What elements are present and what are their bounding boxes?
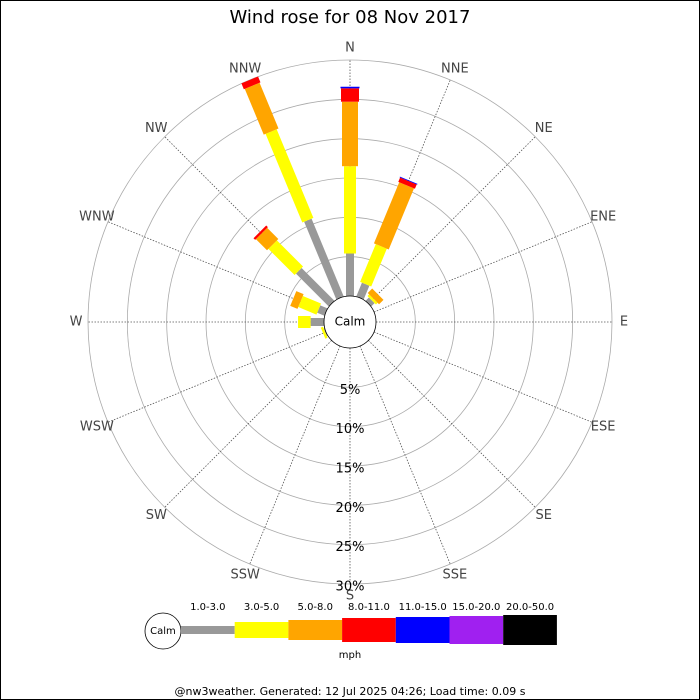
ring-label: 25%	[336, 540, 365, 555]
legend-label: 1.0-3.0	[190, 602, 225, 613]
spoke	[368, 136, 536, 304]
chart-title: Wind rose for 08 Nov 2017	[230, 7, 471, 28]
legend-swatch	[234, 622, 289, 638]
ring-label: 20%	[336, 501, 365, 516]
legend-swatch	[503, 615, 557, 645]
bar-segment	[373, 182, 415, 250]
legend-swatch	[395, 617, 450, 643]
bar-segment	[304, 218, 344, 300]
direction-label: N	[345, 41, 355, 56]
direction-label: SE	[536, 508, 552, 523]
spoke	[359, 345, 451, 565]
bar-segment	[341, 88, 359, 102]
direction-bars	[356, 176, 418, 300]
spoke	[107, 221, 327, 313]
legend-label: 5.0-8.0	[298, 602, 333, 613]
bar-segment	[346, 253, 354, 296]
direction-bars	[253, 225, 335, 307]
direction-label: SW	[146, 508, 167, 523]
direction-label: NNW	[229, 61, 261, 76]
bar-segment	[298, 295, 322, 315]
spoke	[164, 340, 332, 508]
direction-label: WNW	[79, 210, 115, 225]
legend-swatch	[288, 620, 343, 640]
direction-label: ESE	[591, 419, 616, 434]
bar-segment	[255, 227, 279, 251]
bar-segment	[367, 294, 378, 305]
bar-segment	[317, 305, 328, 316]
ring-label: 30%	[336, 580, 365, 595]
direction-label: ENE	[590, 210, 616, 225]
bar-segment	[298, 316, 311, 328]
calm-circle	[323, 295, 377, 349]
direction-label: SSW	[230, 568, 260, 583]
bar-segment	[398, 177, 417, 189]
direction-label: WSW	[80, 419, 114, 434]
bar-segment	[290, 291, 304, 309]
legend-swatch	[181, 626, 235, 634]
bar-segment	[310, 318, 325, 326]
direction-label: NW	[145, 121, 168, 136]
bar-segment	[253, 225, 268, 240]
direction-label: E	[620, 315, 628, 330]
legend-swatch	[342, 618, 396, 642]
ring	[87, 59, 613, 585]
direction-label: W	[70, 315, 83, 330]
direction-label: S	[346, 589, 354, 604]
bar-segment	[340, 86, 360, 89]
legend-label: 11.0-15.0	[399, 602, 447, 613]
calm-label: Calm	[335, 315, 366, 329]
bar-segment	[320, 326, 328, 339]
legend-unit: mph	[339, 650, 361, 661]
direction-label: SSE	[442, 568, 467, 583]
bar-segment	[295, 267, 335, 307]
bar-segment	[365, 297, 375, 307]
direction-bars	[340, 86, 360, 296]
spoke	[373, 331, 593, 423]
bar-segment	[265, 129, 314, 223]
spoke	[373, 221, 593, 313]
legend-label: 3.0-5.0	[244, 602, 279, 613]
bar-segment	[241, 76, 261, 90]
legend-label: 15.0-20.0	[452, 602, 500, 613]
bar-segment	[356, 282, 370, 300]
bar-segment	[244, 82, 279, 135]
ring-label: 5%	[340, 383, 361, 398]
direction-label: NE	[535, 121, 553, 136]
ring-label: 10%	[336, 422, 365, 437]
spoke	[249, 345, 341, 565]
direction-bars	[365, 288, 384, 307]
bar-segment	[344, 166, 356, 254]
legend-calm-label: Calm	[150, 626, 176, 637]
legend-label: 20.0-50.0	[506, 602, 554, 613]
spoke	[368, 340, 536, 508]
footer: @nw3weather. Generated: 12 Jul 2025 04:2…	[175, 685, 526, 698]
bar-segment	[342, 101, 358, 167]
direction-bars	[241, 76, 344, 300]
direction-bars	[290, 291, 328, 316]
bar-segment	[360, 244, 387, 287]
spoke	[107, 331, 327, 423]
ring-label: 15%	[336, 462, 365, 477]
legend-label: 8.0-11.0	[348, 602, 390, 613]
bar-segment	[367, 288, 384, 305]
direction-bars	[298, 316, 325, 328]
legend-swatch	[449, 616, 504, 644]
bar-segment	[399, 176, 418, 185]
direction-label: NNE	[441, 61, 469, 76]
bar-segment	[268, 240, 304, 276]
